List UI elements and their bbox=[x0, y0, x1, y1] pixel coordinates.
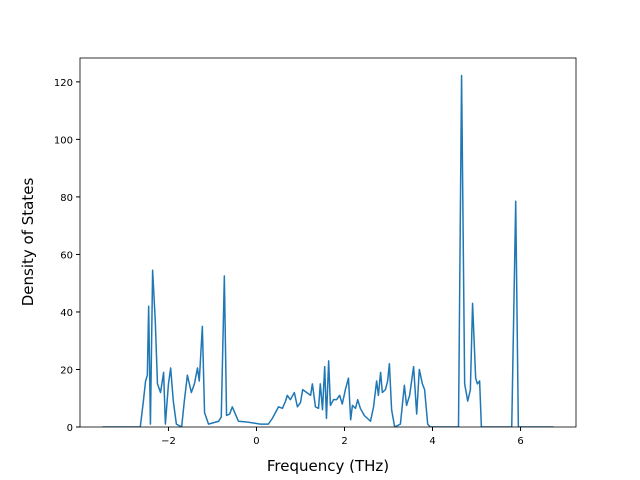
y-tick-label: 60 bbox=[60, 250, 73, 261]
x-tick-label: 4 bbox=[429, 436, 435, 447]
x-tick-label: 6 bbox=[517, 436, 523, 447]
y-tick-label: 80 bbox=[60, 193, 73, 204]
y-tick-label: 120 bbox=[54, 78, 73, 89]
y-tick-label: 100 bbox=[54, 135, 73, 146]
line bbox=[102, 74, 554, 427]
x-tick-label: −2 bbox=[161, 436, 176, 447]
plot-frame bbox=[79, 57, 577, 428]
y-axis-label: Density of States bbox=[19, 178, 37, 307]
y-tick-label: 20 bbox=[60, 365, 73, 376]
x-tick-label: 0 bbox=[253, 436, 259, 447]
x-axis-label: Frequency (THz) bbox=[267, 457, 389, 475]
x-tick-label: 2 bbox=[341, 436, 347, 447]
y-tick-label: 0 bbox=[67, 423, 73, 434]
y-tick-label: 40 bbox=[60, 308, 73, 319]
